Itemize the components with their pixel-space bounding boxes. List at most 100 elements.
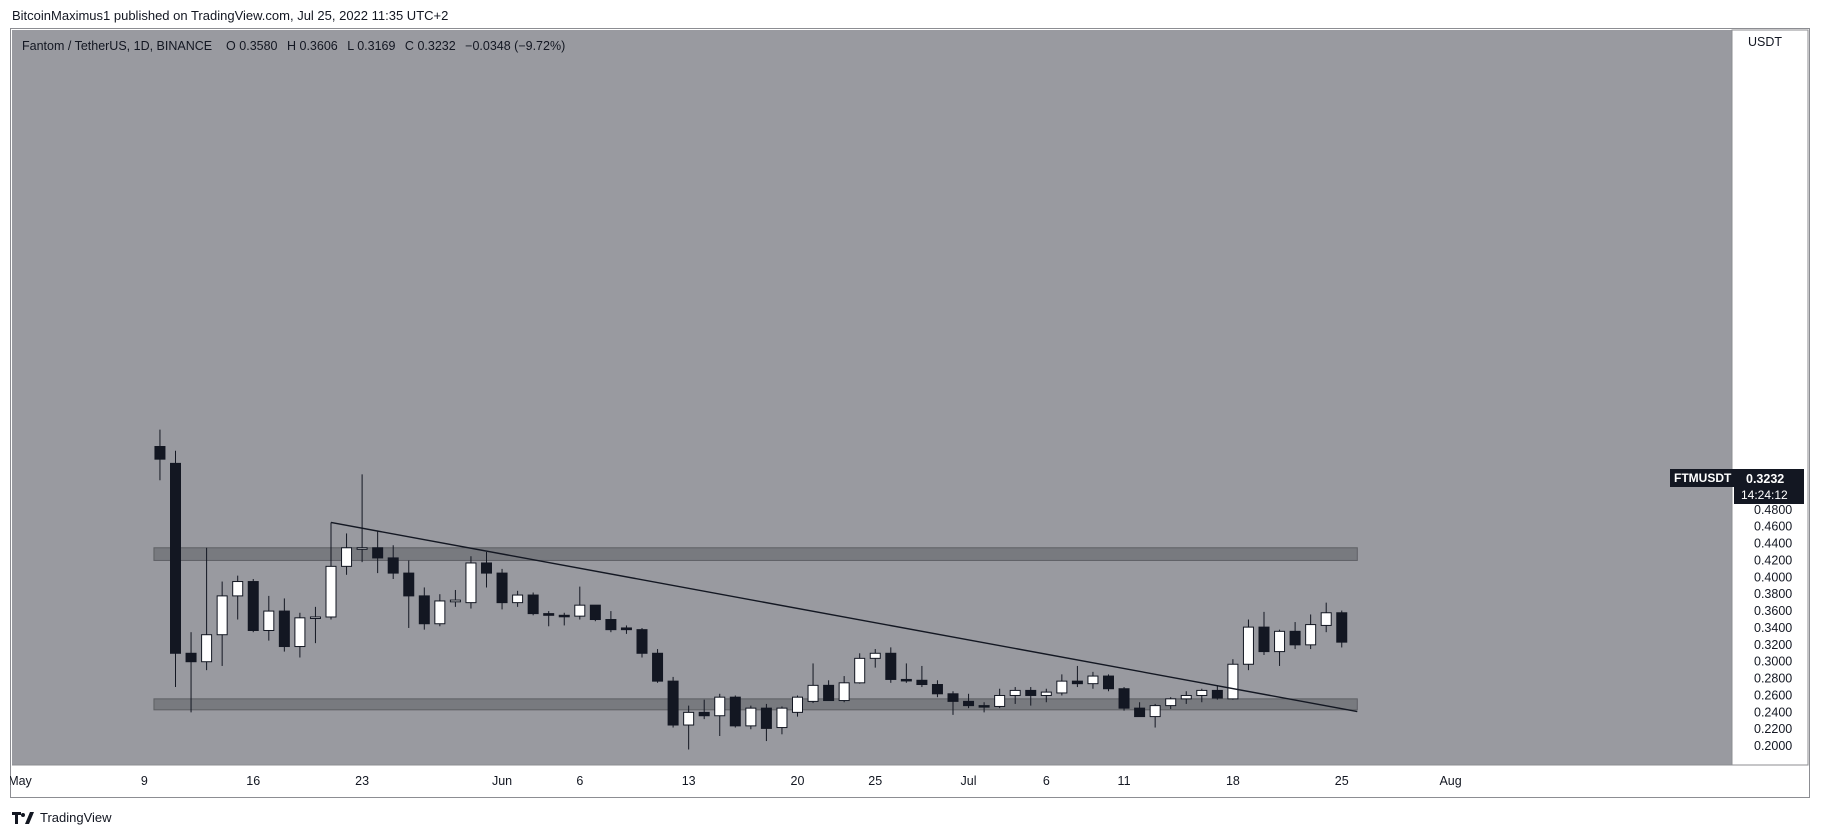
price-tick-label-11: 0.4000: [1754, 570, 1792, 584]
time-tick-label-12: 18: [1226, 774, 1240, 788]
candle-body-16: [403, 572, 415, 597]
time-tick-label-1: 9: [141, 774, 148, 788]
candle-body-8: [278, 610, 290, 648]
candle-body-12: [341, 547, 353, 567]
candle-body-52: [963, 700, 975, 707]
legend-close-value: 0.3232: [417, 39, 456, 53]
candle-body-66: [1180, 694, 1192, 700]
legend-gap: [216, 39, 223, 53]
candle-body-17: [418, 595, 430, 625]
zones-layer: [153, 547, 1358, 711]
candle-body-38: [745, 707, 757, 727]
candle-body-72: [1274, 630, 1286, 653]
symbol-legend: Fantom / TetherUS, 1D, BINANCE O 0.3580 …: [22, 39, 565, 53]
candle-body-18: [434, 600, 446, 625]
price-tick-label-6: 0.3000: [1754, 655, 1792, 669]
candle-body-45: [854, 657, 866, 684]
candle-body-13: [356, 547, 368, 550]
candle-body-25: [543, 613, 555, 616]
candle-body-0: [154, 446, 166, 460]
legend-change: −0.0348 (−9.72%): [465, 39, 566, 53]
sr-zone-0: [153, 547, 1358, 561]
legend-symbol: Fantom / TetherUS, 1D, BINANCE: [22, 39, 213, 53]
time-tick-label-4: Jun: [492, 774, 512, 788]
candle-body-5: [232, 581, 244, 597]
candle-body-65: [1165, 698, 1177, 707]
candle-body-51: [947, 693, 959, 702]
trendline-layer: [330, 521, 1358, 713]
chart-border: [10, 28, 1810, 798]
candle-body-63: [1134, 707, 1146, 718]
candle-body-11: [325, 565, 337, 618]
time-tick-label-8: 25: [868, 774, 882, 788]
candle-body-74: [1305, 624, 1317, 646]
candlestick-chart[interactable]: USDT 0.2000 0.2200 0.2400 0.2600 0.2800 0.300…: [10, 28, 1810, 798]
candle-body-19: [449, 599, 461, 603]
price-tick-label-12: 0.4200: [1754, 553, 1792, 567]
last-price-box: [1734, 469, 1804, 504]
candle-body-60: [1087, 675, 1099, 685]
candle-body-68: [1211, 689, 1223, 699]
candle-body-21: [481, 562, 492, 574]
candle-body-27: [574, 604, 586, 617]
candle-body-64: [1149, 705, 1161, 718]
candle-body-76: [1336, 612, 1348, 643]
candle-body-29: [605, 619, 617, 631]
time-tick-label-13: 25: [1335, 774, 1349, 788]
time-tick-label-2: 16: [246, 774, 260, 788]
legend-high-value: 0.3606: [299, 39, 338, 53]
candle-body-67: [1196, 689, 1208, 696]
price-tick-label-14: 0.4600: [1754, 520, 1792, 534]
candle-body-35: [698, 711, 710, 717]
candle-body-9: [294, 617, 306, 648]
legend-high-label: H: [286, 39, 297, 53]
candle-body-26: [558, 614, 570, 618]
candle-body-30: [620, 627, 632, 631]
candle-body-70: [1242, 626, 1254, 665]
candle-body-49: [916, 679, 928, 686]
candle-body-62: [1118, 688, 1130, 709]
candle-body-47: [885, 652, 897, 680]
candle-body-48: [900, 678, 912, 682]
candle-body-44: [838, 682, 850, 702]
candle-body-57: [1040, 691, 1052, 696]
time-tick-label-11: 11: [1118, 774, 1131, 788]
legend-open-value: 0.3580: [239, 39, 278, 53]
candle-body-23: [512, 594, 524, 604]
candle-body-61: [1103, 675, 1114, 690]
candle-body-15: [387, 557, 399, 574]
candle-body-53: [978, 705, 990, 708]
candles-layer: [154, 429, 1348, 750]
chart-frame[interactable]: USDT 0.2000 0.2200 0.2400 0.2600 0.2800 0.300…: [10, 28, 1810, 798]
candle-body-24: [527, 594, 539, 615]
candle-body-42: [807, 684, 819, 702]
last-price-marker: FTMUSDT 0.3232 14:24:12: [1670, 469, 1804, 504]
candle-body-46: [869, 652, 881, 659]
candle-body-28: [589, 604, 601, 621]
time-tick-label-7: 20: [791, 774, 805, 788]
candle-body-69: [1227, 663, 1239, 700]
time-axis: May 9 16 23 Jun 6 13 20 25 Jul 6 11 18 25 Aug: [10, 774, 1462, 788]
candle-body-34: [683, 711, 695, 726]
candle-body-32: [652, 652, 664, 682]
price-tick-label-2: 0.2200: [1754, 722, 1792, 736]
candle-body-50: [931, 684, 943, 695]
candle-body-37: [729, 696, 741, 727]
candle-body-7: [263, 610, 275, 631]
price-tick-label-5: 0.2800: [1754, 672, 1792, 686]
last-price-value: 0.3232: [1746, 472, 1784, 486]
price-tick-label-1: 0.2000: [1754, 739, 1792, 753]
time-tick-label-14: Aug: [1439, 774, 1461, 788]
candle-body-73: [1289, 630, 1301, 646]
descending-trendline: [330, 521, 1358, 713]
footer-brand[interactable]: TradingView: [12, 810, 112, 825]
legend-low-label: L: [347, 39, 354, 53]
candle-body-40: [776, 707, 788, 729]
price-tick-label-15: 0.4800: [1754, 503, 1792, 517]
candle-body-43: [823, 684, 835, 702]
price-tick-label-7: 0.3200: [1754, 638, 1792, 652]
footer-brand-name: TradingView: [40, 810, 112, 825]
legend-open-label: O: [226, 39, 236, 53]
price-tick-label-4: 0.2600: [1754, 688, 1792, 702]
candle-body-58: [1056, 680, 1068, 694]
